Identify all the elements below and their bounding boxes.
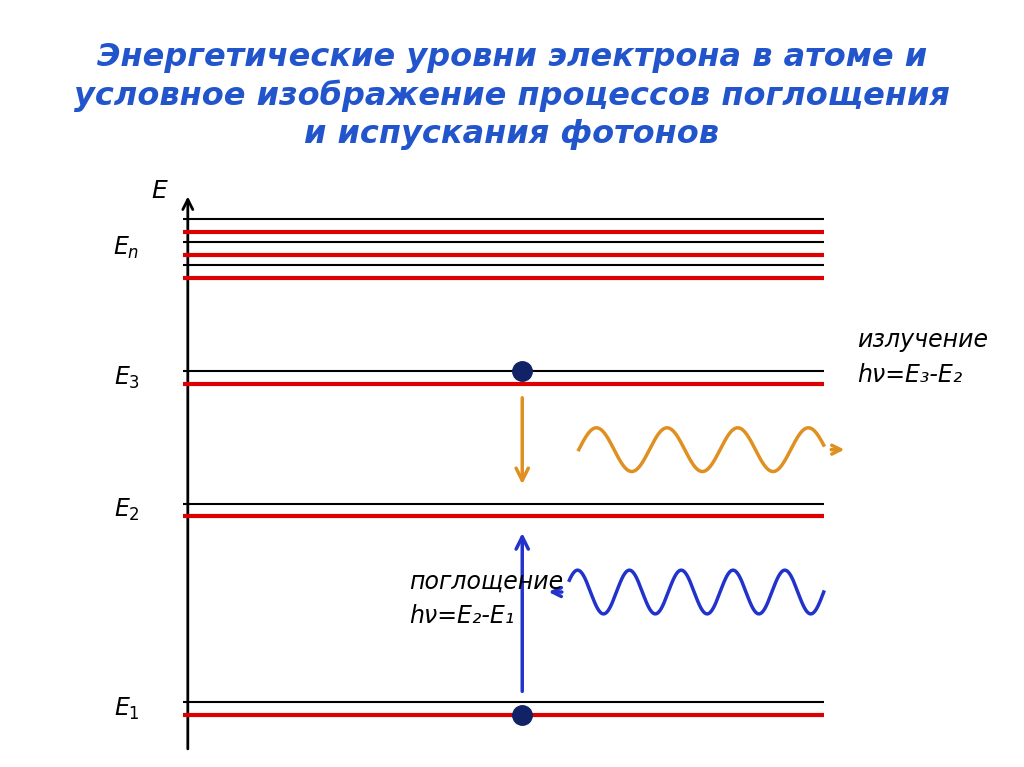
- Text: $E_2$: $E_2$: [114, 497, 139, 523]
- Text: hν=E₂-E₁: hν=E₂-E₁: [410, 604, 514, 628]
- Text: $E$: $E$: [151, 179, 168, 202]
- Text: Энергетические уровни электрона в атоме и: Энергетические уровни электрона в атоме …: [97, 42, 927, 73]
- Text: условное изображение процессов поглощения: условное изображение процессов поглощени…: [74, 80, 950, 112]
- Text: $E_1$: $E_1$: [114, 696, 139, 722]
- Text: $E_3$: $E_3$: [114, 364, 139, 391]
- Text: и испускания фотонов: и испускания фотонов: [304, 119, 720, 150]
- Text: поглощение: поглощение: [410, 570, 563, 594]
- Text: излучение: излучение: [857, 328, 988, 352]
- Text: $E_n$: $E_n$: [114, 235, 139, 262]
- Text: hν=E₃-E₂: hν=E₃-E₂: [857, 363, 962, 387]
